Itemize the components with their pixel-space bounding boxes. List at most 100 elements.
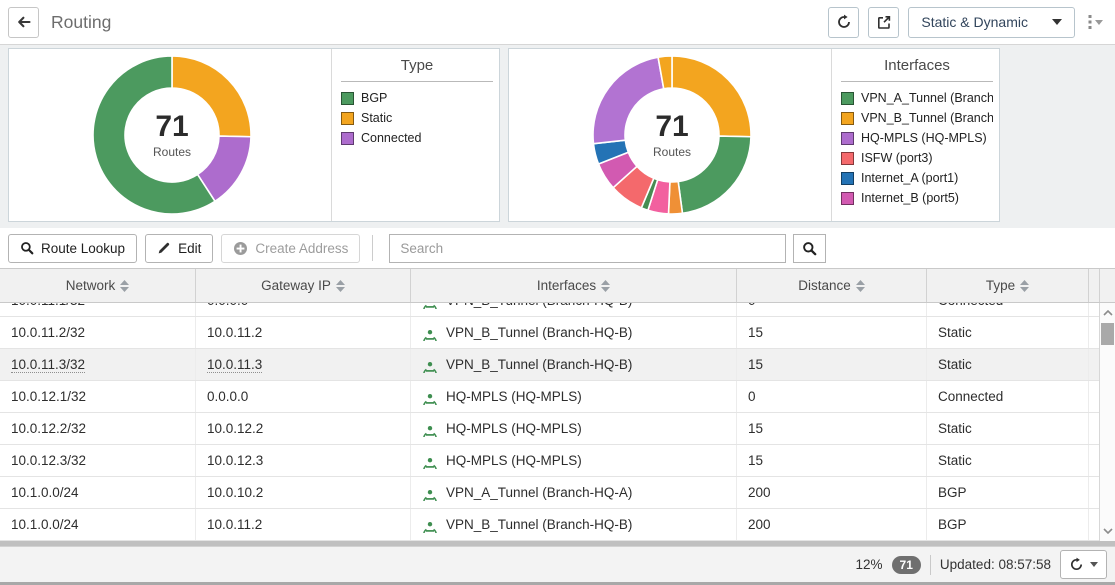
create-address-button[interactable]: Create Address	[221, 233, 361, 263]
cell-network: 10.0.12.1/32	[0, 381, 196, 412]
cell-spacer	[1089, 445, 1099, 476]
open-detached-button[interactable]	[868, 6, 900, 38]
column-header-distance[interactable]: Distance	[737, 269, 927, 302]
legend-item[interactable]: BGP	[341, 91, 493, 105]
route-lookup-label: Route Lookup	[41, 240, 126, 256]
top-bar: Routing Static & Dynamic	[0, 0, 1115, 45]
column-label: Type	[985, 278, 1016, 293]
legend-label: BGP	[361, 91, 388, 105]
search-input[interactable]	[389, 233, 787, 263]
charts-section: 71 Routes Type BGP Static Connected 71 Rou…	[0, 45, 1115, 228]
updated-timestamp: Updated: 08:57:58	[939, 557, 1051, 572]
status-footer: 12% 71 Updated: 08:57:58	[0, 546, 1115, 585]
horizontal-scrollbar-thumb[interactable]	[0, 541, 1115, 546]
more-options-button[interactable]	[1084, 15, 1107, 29]
interfaces-donut-chart[interactable]	[590, 53, 754, 217]
table-row[interactable]: 10.0.11.3/32 10.0.11.3 VPN_B_Tunnel (Branc…	[0, 349, 1099, 381]
legend-item[interactable]: VPN_A_Tunnel (Branch-...	[841, 91, 993, 105]
footer-refresh-button[interactable]	[1060, 550, 1107, 579]
scroll-percent: 12%	[855, 557, 883, 572]
sort-icon	[855, 279, 865, 292]
scroll-up-arrow[interactable]	[1100, 307, 1115, 319]
legend-items: VPN_A_Tunnel (Branch-... VPN_B_Tunnel (Br…	[841, 91, 993, 205]
external-link-icon	[877, 16, 891, 29]
legend-item[interactable]: Connected	[341, 131, 493, 145]
legend-item[interactable]: Internet_A (port1)	[841, 171, 993, 185]
sort-icon	[601, 279, 611, 292]
cell-gateway-ip: 10.0.10.2	[196, 477, 411, 508]
cell-network: 10.1.0.0/24	[0, 477, 196, 508]
interfaces-donut: 71 Routes	[590, 53, 754, 217]
donut-slice[interactable]	[657, 55, 673, 90]
cell-distance: 0	[737, 303, 927, 316]
legend-item[interactable]: ISFW (port3)	[841, 151, 993, 165]
cell-type: Connected	[927, 381, 1089, 412]
search-button[interactable]	[793, 233, 827, 263]
legend-item[interactable]: HQ-MPLS (HQ-MPLS)	[841, 131, 993, 145]
table-row[interactable]: 10.0.12.1/32 0.0.0.0 HQ-MPLS (HQ-MPLS) 0 Con…	[0, 381, 1099, 413]
column-header-interfaces[interactable]: Interfaces	[411, 269, 737, 302]
tunnel-interface-icon	[423, 425, 437, 437]
donut-slice[interactable]	[671, 55, 752, 138]
donut-slice[interactable]	[92, 55, 217, 215]
cell-interface: VPN_B_Tunnel (Branch-HQ-B)	[411, 303, 737, 316]
cell-interface: VPN_B_Tunnel (Branch-HQ-B)	[411, 509, 737, 540]
legend-swatch	[841, 191, 854, 205]
edit-button[interactable]: Edit	[145, 233, 214, 263]
cell-gateway-ip: 10.0.11.3	[196, 349, 411, 380]
table-row[interactable]: 10.1.0.0/24 10.0.10.2 VPN_A_Tunnel (Branch…	[0, 477, 1099, 509]
cell-gateway-ip: 10.0.11.2	[196, 509, 411, 540]
donut-slice[interactable]	[592, 56, 665, 145]
cell-interface: HQ-MPLS (HQ-MPLS)	[411, 381, 737, 412]
table-row[interactable]: 10.0.12.3/32 10.0.12.3 HQ-MPLS (HQ-MPLS) 15…	[0, 445, 1099, 477]
scroll-down-arrow[interactable]	[1100, 525, 1115, 537]
cell-type: Static	[927, 349, 1089, 380]
column-header-network[interactable]: Network	[0, 269, 196, 302]
sort-icon	[1020, 279, 1030, 292]
table-row[interactable]: 10.0.11.2/32 10.0.11.2 VPN_B_Tunnel (Branc…	[0, 317, 1099, 349]
legend-label: HQ-MPLS (HQ-MPLS)	[861, 131, 987, 145]
tunnel-interface-icon	[423, 457, 437, 469]
legend-item[interactable]: Static	[341, 111, 493, 125]
table-row[interactable]: 10.0.11.1/320.0.0.0VPN_B_Tunnel (Branch-…	[0, 303, 1099, 317]
legend-label: Static	[361, 111, 393, 125]
cell-distance: 200	[737, 509, 927, 540]
donut-slice[interactable]	[677, 135, 752, 215]
cell-type: Static	[927, 445, 1089, 476]
cell-type: Connected	[927, 303, 1089, 316]
table-row[interactable]: 10.1.0.0/24 10.0.11.2 VPN_B_Tunnel (Branch…	[0, 509, 1099, 541]
tunnel-interface-icon	[423, 489, 437, 501]
type-donut: 71 Routes	[90, 53, 254, 217]
cell-distance: 15	[737, 413, 927, 444]
horizontal-scrollbar	[0, 541, 1115, 546]
type-donut-chart[interactable]	[90, 53, 254, 217]
tunnel-interface-icon	[423, 393, 437, 405]
chevron-down-icon	[1095, 19, 1103, 25]
donut-slice[interactable]	[171, 55, 252, 138]
chevron-down-icon	[1090, 562, 1098, 567]
legend-item[interactable]: VPN_B_Tunnel (Branch-...	[841, 111, 993, 125]
legend-swatch	[841, 111, 854, 125]
legend-item[interactable]: Internet_B (port5)	[841, 191, 993, 205]
refresh-button[interactable]	[828, 6, 860, 38]
table-row[interactable]: 10.0.12.2/32 10.0.12.2 HQ-MPLS (HQ-MPLS) 15…	[0, 413, 1099, 445]
table-body-viewport: 10.0.11.1/320.0.0.0VPN_B_Tunnel (Branch-…	[0, 303, 1115, 541]
legend-items: BGP Static Connected	[341, 91, 493, 145]
column-header-gateway-ip[interactable]: Gateway IP	[196, 269, 411, 302]
arrow-left-icon	[17, 16, 31, 28]
route-type-filter-dropdown[interactable]: Static & Dynamic	[908, 6, 1075, 38]
type-legend: Type BGP Static Connected	[331, 49, 499, 221]
legend-label: VPN_B_Tunnel (Branch-...	[861, 111, 993, 125]
route-count-badge: 71	[891, 555, 921, 574]
cell-interface: VPN_B_Tunnel (Branch-HQ-B)	[411, 317, 737, 348]
scrollbar-thumb[interactable]	[1101, 323, 1114, 345]
column-label: Distance	[798, 278, 851, 293]
tunnel-interface-icon	[423, 304, 437, 309]
back-button[interactable]	[8, 6, 39, 38]
route-lookup-button[interactable]: Route Lookup	[8, 233, 138, 263]
chevron-down-icon	[1052, 19, 1062, 25]
legend-label: Internet_A (port1)	[861, 171, 959, 185]
column-label: Gateway IP	[261, 278, 331, 293]
column-header-type[interactable]: Type	[927, 269, 1089, 302]
table-toolbar: Route Lookup Edit Create Address	[0, 228, 1115, 268]
